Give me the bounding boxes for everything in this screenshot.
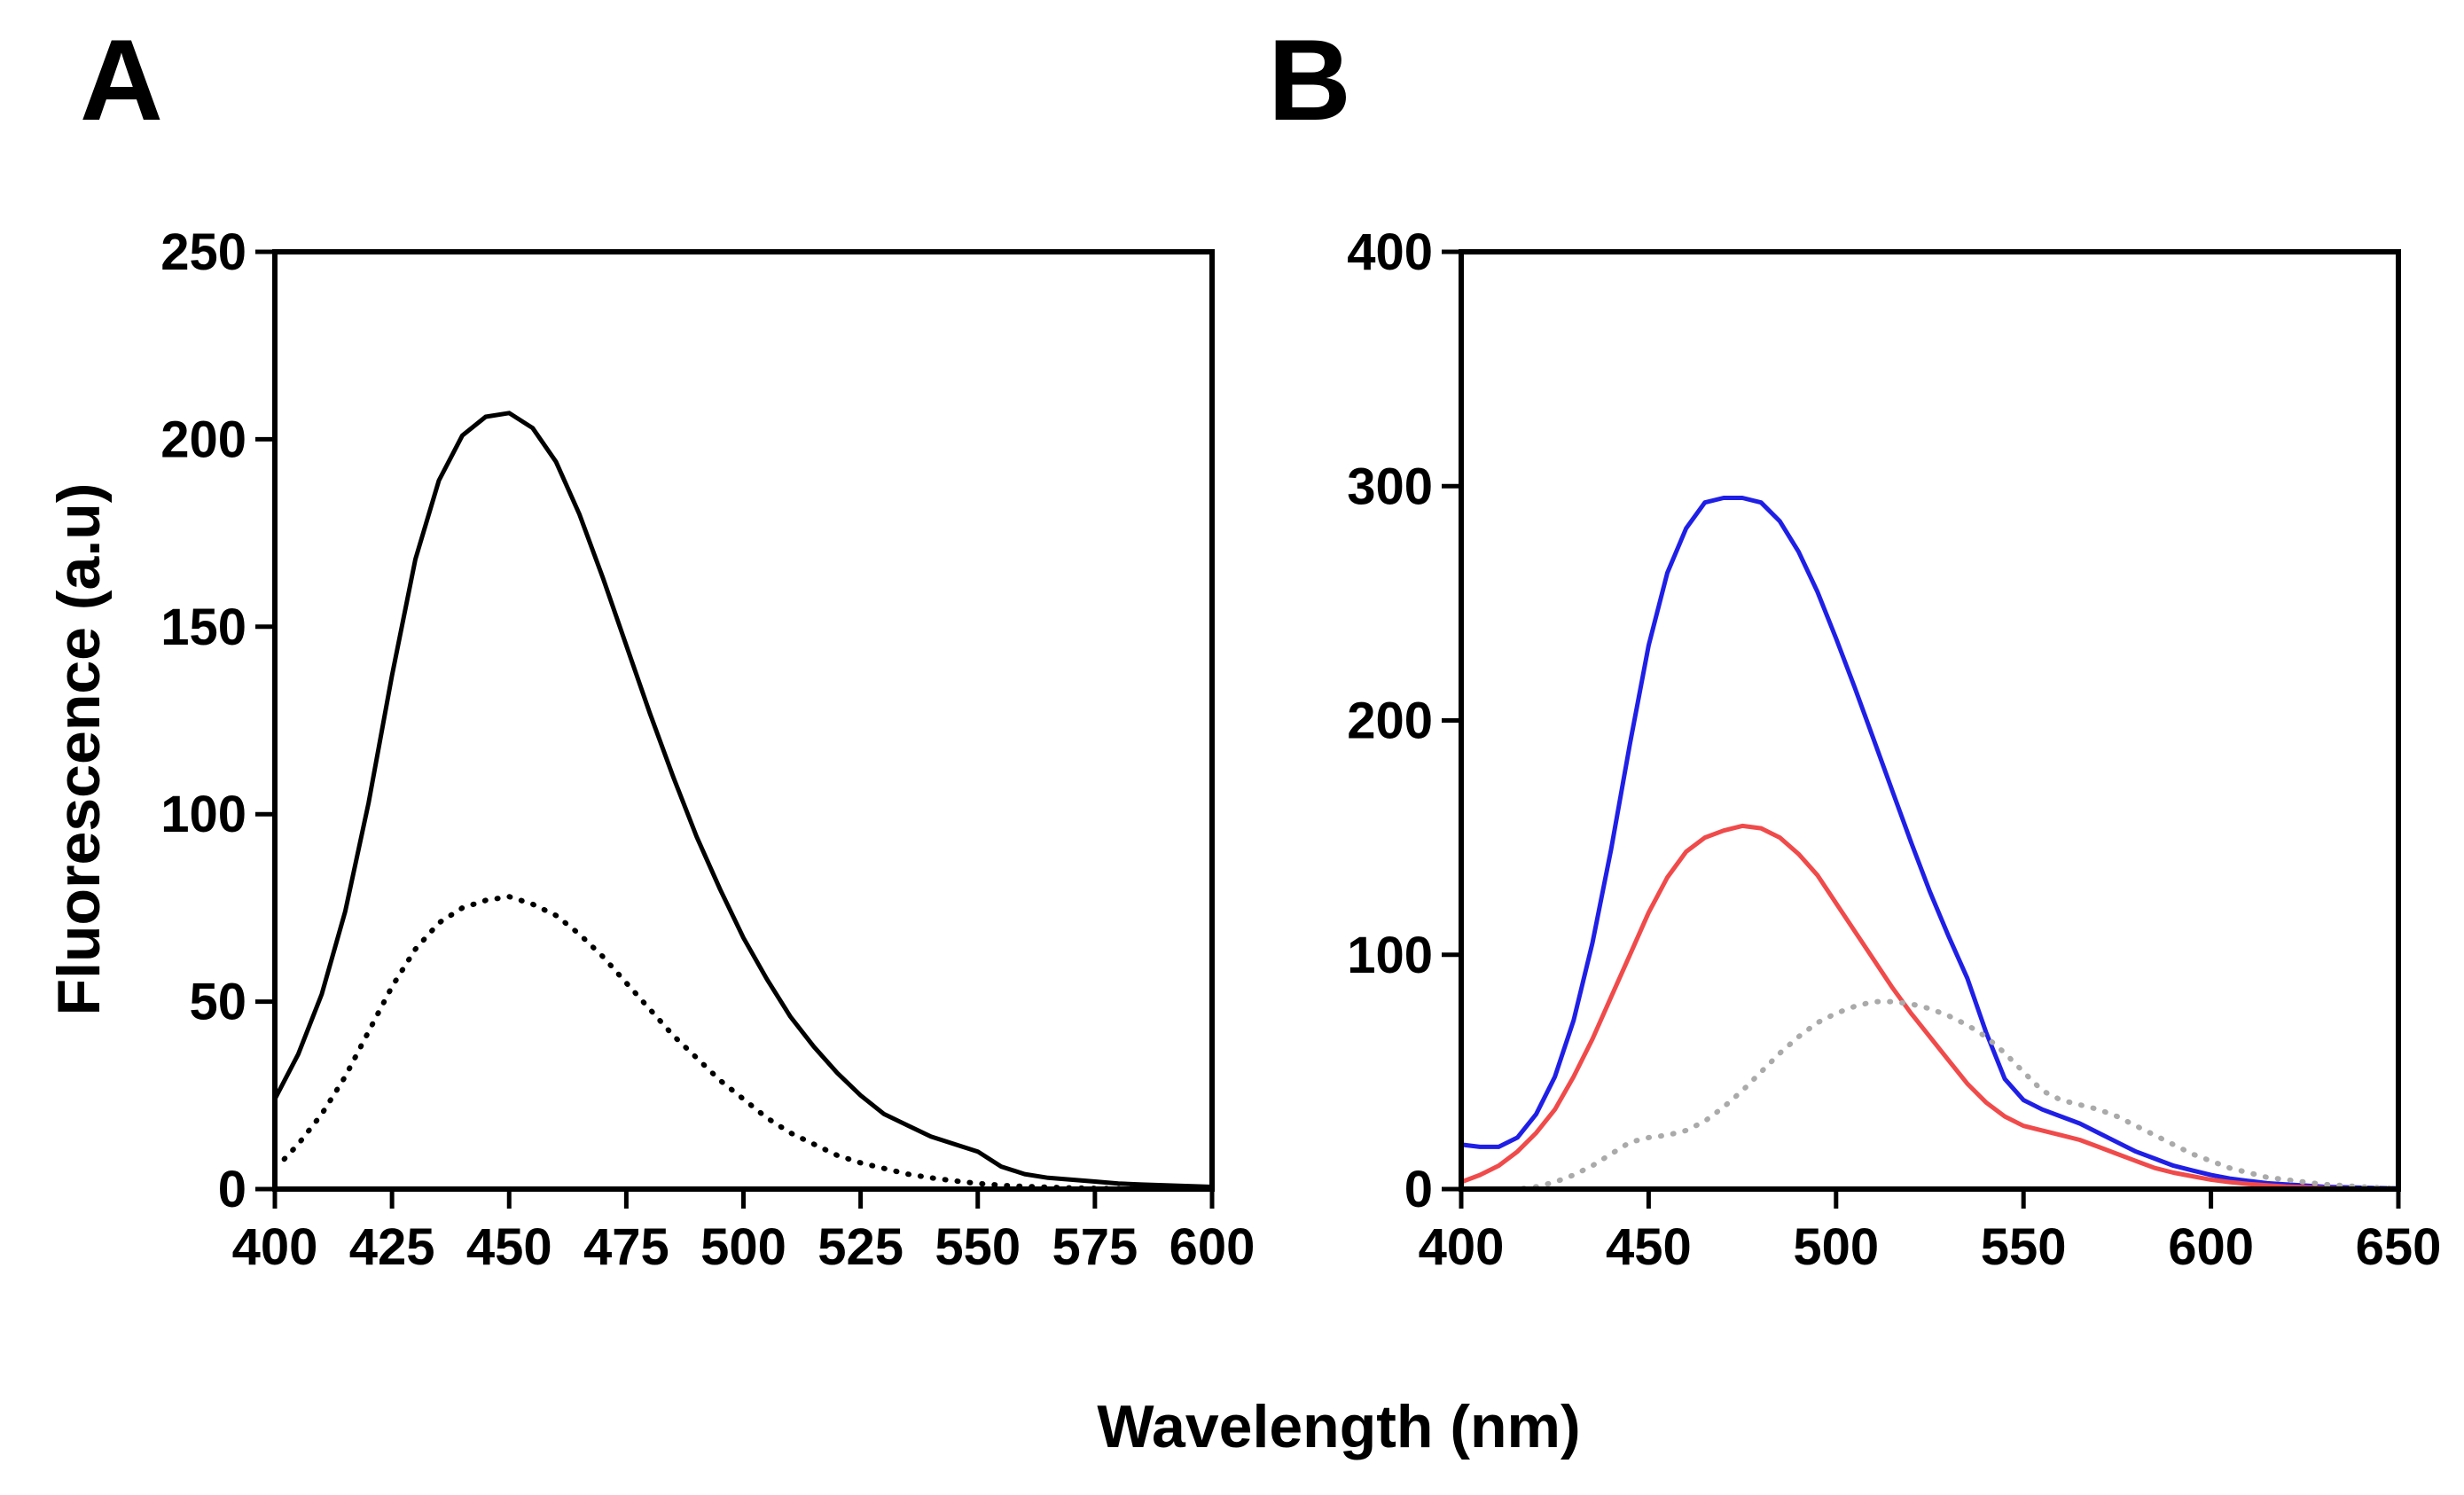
x-tick-label-a-550: 550 <box>935 1218 1021 1276</box>
y-tick-label-a-200: 200 <box>160 411 246 468</box>
x-tick-label-b-550: 550 <box>1981 1218 2067 1276</box>
y-tick-label-b-300: 300 <box>1347 458 1433 515</box>
chart-panel-b: 400 450 500 550 600 650 0 100 200 300 400 <box>1347 223 2441 1276</box>
panel-label-a: A <box>80 15 163 145</box>
x-tick-label-b-500: 500 <box>1793 1218 1879 1276</box>
y-axis-title: Fluorescence (a.u) <box>45 483 113 1016</box>
panel-a-series-layer <box>272 411 1215 1192</box>
x-tick-label-a-475: 475 <box>583 1218 669 1276</box>
y-tick-label-a-50: 50 <box>189 974 246 1031</box>
chart-panel-a: 400 425 450 475 500 525 550 575 600 0 50 100 150 200 2… <box>160 223 1255 1276</box>
y-tick-label-a-0: 0 <box>218 1161 246 1218</box>
y-tick-label-b-200: 200 <box>1347 693 1433 750</box>
y-tick-label-a-150: 150 <box>160 599 246 656</box>
panel-label-b: B <box>1268 15 1351 145</box>
x-tick-label-a-600: 600 <box>1169 1218 1255 1276</box>
x-tick-label-b-450: 450 <box>1606 1218 1692 1276</box>
y-tick-label-b-0: 0 <box>1404 1161 1433 1218</box>
x-tick-label-b-600: 600 <box>2168 1218 2254 1276</box>
plot-frame-a <box>272 249 1215 1192</box>
panel-b-axes: 400 450 500 550 600 650 0 100 200 300 400 <box>1347 223 2441 1276</box>
x-tick-label-a-450: 450 <box>466 1218 552 1276</box>
y-tick-label-b-400: 400 <box>1347 223 1433 281</box>
panel-a-axes: 400 425 450 475 500 525 550 575 600 0 50 100 150 200 2… <box>160 223 1255 1276</box>
x-tick-label-b-650: 650 <box>2356 1218 2442 1276</box>
series-line-b-grey-dotted <box>1459 998 2401 1192</box>
y-tick-label-b-100: 100 <box>1347 927 1433 984</box>
x-axis-title: Wavelength (nm) <box>1097 1393 1580 1460</box>
y-tick-label-a-250: 250 <box>160 223 246 281</box>
x-tick-label-a-525: 525 <box>817 1218 903 1276</box>
x-tick-label-a-500: 500 <box>700 1218 786 1276</box>
plot-frame-b <box>1459 249 2401 1192</box>
series-line-a-solid <box>272 411 1215 1189</box>
x-tick-label-a-575: 575 <box>1052 1218 1138 1276</box>
series-line-b-red <box>1459 823 2401 1192</box>
series-line-a-dotted <box>281 894 1215 1192</box>
x-tick-label-a-425: 425 <box>349 1218 435 1276</box>
series-line-b-blue <box>1459 496 2401 1191</box>
panel-b-series-layer <box>1459 496 2401 1192</box>
x-tick-label-a-400: 400 <box>232 1218 318 1276</box>
y-tick-label-a-100: 100 <box>160 786 246 843</box>
x-tick-label-b-400: 400 <box>1419 1218 1505 1276</box>
